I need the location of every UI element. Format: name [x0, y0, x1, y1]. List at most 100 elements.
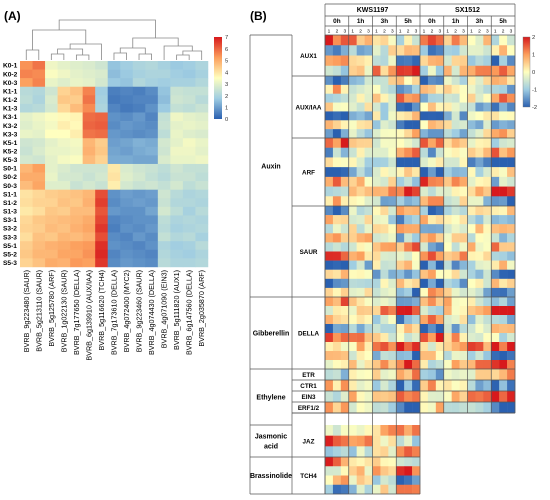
heatmap-cell: [372, 251, 381, 261]
heatmap-cell: [120, 103, 134, 113]
heatmap-cell: [404, 186, 413, 197]
heatmap-cell: [475, 167, 484, 178]
heatmap-cell: [372, 102, 381, 112]
heatmap-cell: [427, 206, 437, 216]
heatmap-cell: [396, 157, 405, 168]
row-label: S3-1: [3, 217, 17, 224]
heatmap-cell: [427, 129, 437, 139]
heatmap-cell: [340, 391, 349, 403]
heatmap-cell: [459, 297, 468, 307]
heatmap-cell: [388, 435, 397, 447]
heatmap-cell: [467, 333, 476, 343]
heatmap-cell: [356, 196, 365, 207]
heatmap-cell: [396, 251, 405, 261]
heatmap-cell: [20, 138, 33, 148]
gene-family-label: JAZ: [303, 438, 315, 445]
heatmap-cell: [435, 157, 444, 168]
column-label: BVRB_9g223480 (SAUR): [22, 270, 31, 352]
heatmap-cell: [20, 112, 33, 122]
heatmap-cell: [57, 181, 71, 190]
heatmap-cell: [195, 155, 209, 165]
heatmap-cell: [364, 287, 373, 298]
heatmap-cell: [420, 360, 429, 370]
heatmap-cell: [325, 333, 334, 343]
heatmap-cell: [404, 215, 413, 225]
heatmap-cell: [443, 306, 452, 316]
heatmap-cell: [451, 76, 460, 86]
heatmap-cell: [499, 342, 508, 352]
gene-family-label: SAUR: [300, 249, 318, 256]
replicate-label: 1: [494, 29, 497, 35]
heatmap-cell: [451, 157, 460, 168]
heatmap-cell: [388, 167, 397, 178]
heatmap-cell: [483, 233, 492, 243]
heatmap-cell: [95, 138, 109, 148]
heatmap-cell: [499, 35, 508, 46]
heatmap-cell: [132, 129, 146, 139]
heatmap-cell: [507, 297, 516, 307]
heatmap-cell: [145, 172, 159, 182]
heatmap-cell: [475, 306, 484, 316]
heatmap-cell: [325, 297, 334, 307]
heatmap-cell: [107, 206, 121, 216]
heatmap-cell: [420, 111, 429, 121]
heatmap-cell: [145, 78, 159, 88]
heatmap-cell: [70, 249, 83, 259]
heatmap-cell: [120, 189, 134, 199]
row-label: S1-3: [3, 209, 17, 216]
heatmap-cell: [404, 129, 413, 139]
heatmap-cell: [475, 215, 484, 225]
heatmap-cell: [483, 242, 492, 252]
heatmap-cell: [132, 206, 146, 216]
heatmap-cell: [475, 297, 484, 307]
heatmap-cell: [182, 78, 196, 88]
heatmap-cell: [507, 186, 516, 197]
heatmap-cell: [95, 189, 109, 199]
heatmap-cell: [332, 278, 342, 289]
heatmap-cell: [332, 425, 342, 436]
heatmap-cell: [396, 233, 405, 243]
heatmap-cell: [356, 129, 365, 139]
heatmap-cell: [404, 484, 413, 495]
heatmap-cell: [364, 147, 373, 158]
heatmap-cell: [45, 181, 58, 190]
heatmap-cell: [443, 287, 452, 298]
heatmap-cell: [95, 103, 109, 113]
heatmap-cell: [427, 360, 437, 370]
heatmap-cell: [396, 76, 405, 86]
heatmap-cell: [443, 35, 452, 46]
heatmap-cell: [170, 138, 184, 148]
heatmap-cell: [499, 380, 508, 392]
heatmap-cell: [157, 198, 171, 208]
heatmap-cell: [435, 120, 444, 130]
column-label: BVRB_7g173610 (DELLA): [109, 270, 118, 355]
heatmap-cell: [32, 103, 46, 113]
heatmap-cell: [427, 102, 437, 112]
heatmap-cell: [82, 103, 96, 113]
heatmap-cell: [499, 333, 508, 343]
heatmap-cell: [20, 172, 33, 182]
heatmap-cell: [388, 297, 397, 307]
heatmap-cell: [475, 251, 484, 261]
heatmap-cell: [170, 206, 184, 216]
heatmap-cell: [396, 484, 405, 495]
heatmap-cell: [380, 351, 389, 361]
heatmap-cell: [443, 297, 452, 307]
heatmap-cell: [412, 93, 421, 103]
heatmap-cell: [32, 215, 46, 225]
heatmap-cell: [348, 457, 357, 467]
heatmap-cell: [412, 138, 421, 148]
heatmap-cell: [467, 260, 476, 270]
heatmap-cell: [195, 138, 209, 148]
heatmap-cell: [412, 84, 421, 94]
heatmap-cell: [132, 61, 146, 70]
heatmap-cell: [120, 181, 134, 190]
heatmap-cell: [356, 55, 365, 66]
heatmap-cell: [388, 93, 397, 103]
heatmap-cell: [435, 176, 444, 187]
heatmap-cell: [195, 95, 209, 105]
heatmap-cell: [348, 260, 357, 270]
heatmap-cell: [459, 380, 468, 392]
row-label: K0-1: [3, 63, 18, 70]
heatmap-cell: [412, 157, 421, 168]
